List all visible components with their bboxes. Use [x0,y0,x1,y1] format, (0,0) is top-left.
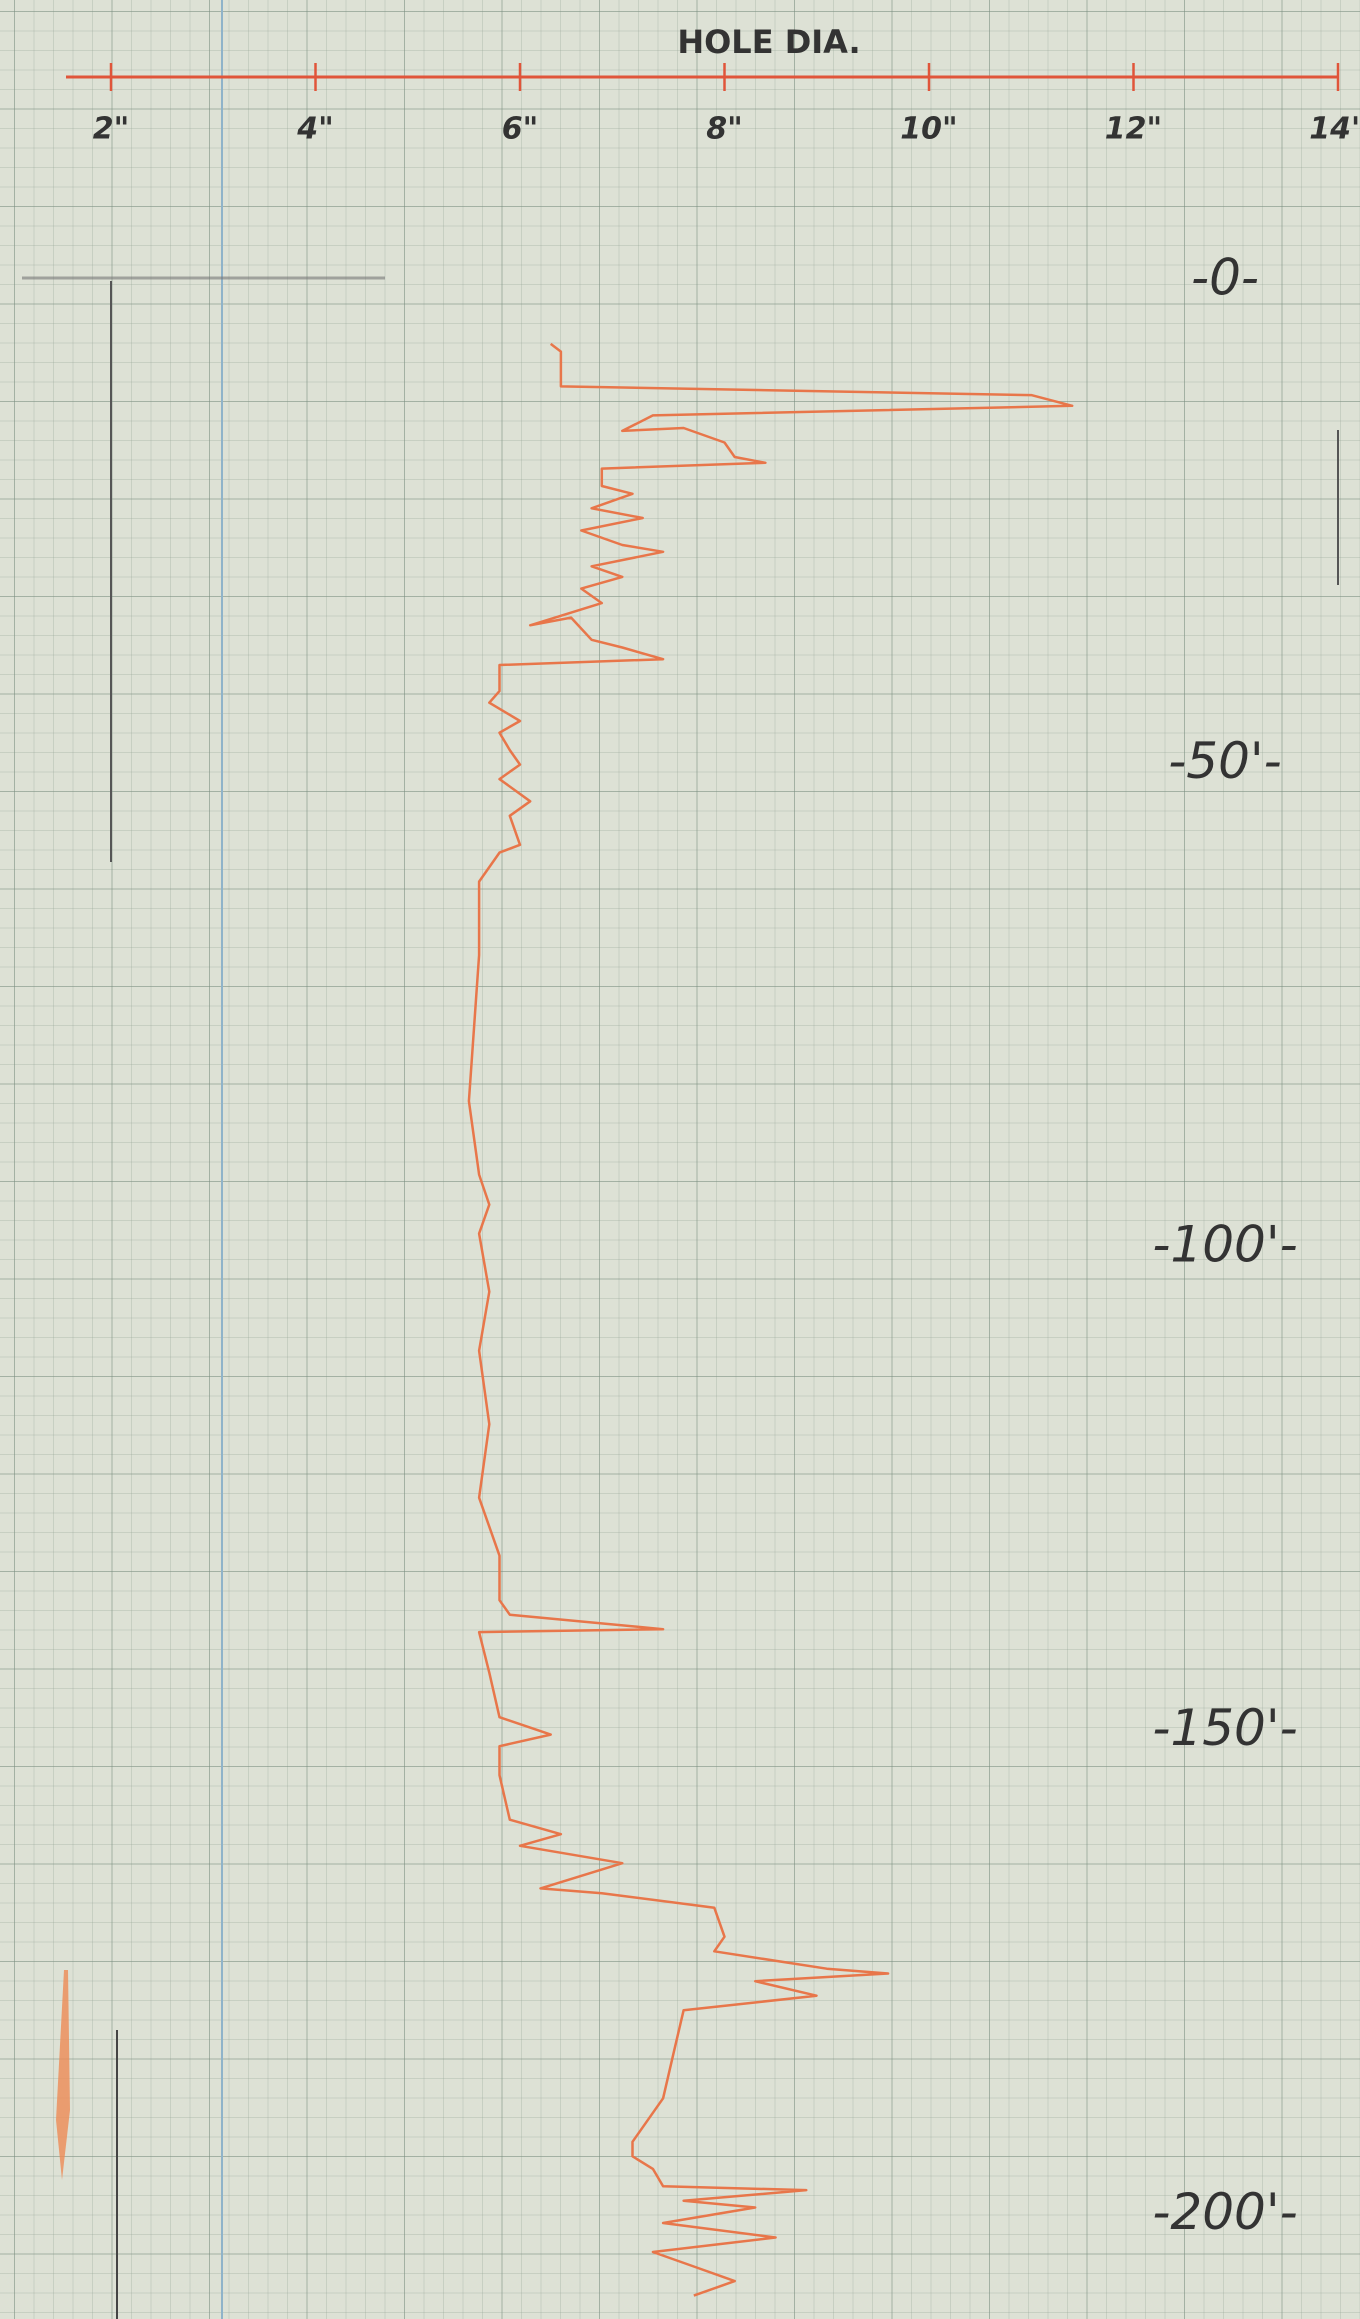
x-tick-label: 12" [1105,112,1162,147]
x-tick-label: 4" [296,112,334,147]
y-tick-label: -150'- [1152,1699,1297,1757]
y-tick-label: -100'- [1152,1216,1297,1274]
y-tick-label: -0- [1191,249,1259,307]
x-tick-label: 10" [900,112,957,147]
x-tick-label: 8" [706,112,743,147]
x-tick-label: 14" [1309,112,1360,147]
crayon-mark [56,1970,70,2180]
y-tick-label: -50'- [1168,732,1281,790]
x-tick-label: 2" [93,112,130,147]
caliper-line [467,342,1074,2297]
y-tick-label: -200'- [1152,2183,1297,2241]
x-axis-title: HOLE DIA. [677,23,860,61]
x-tick-label: 6" [502,112,539,147]
